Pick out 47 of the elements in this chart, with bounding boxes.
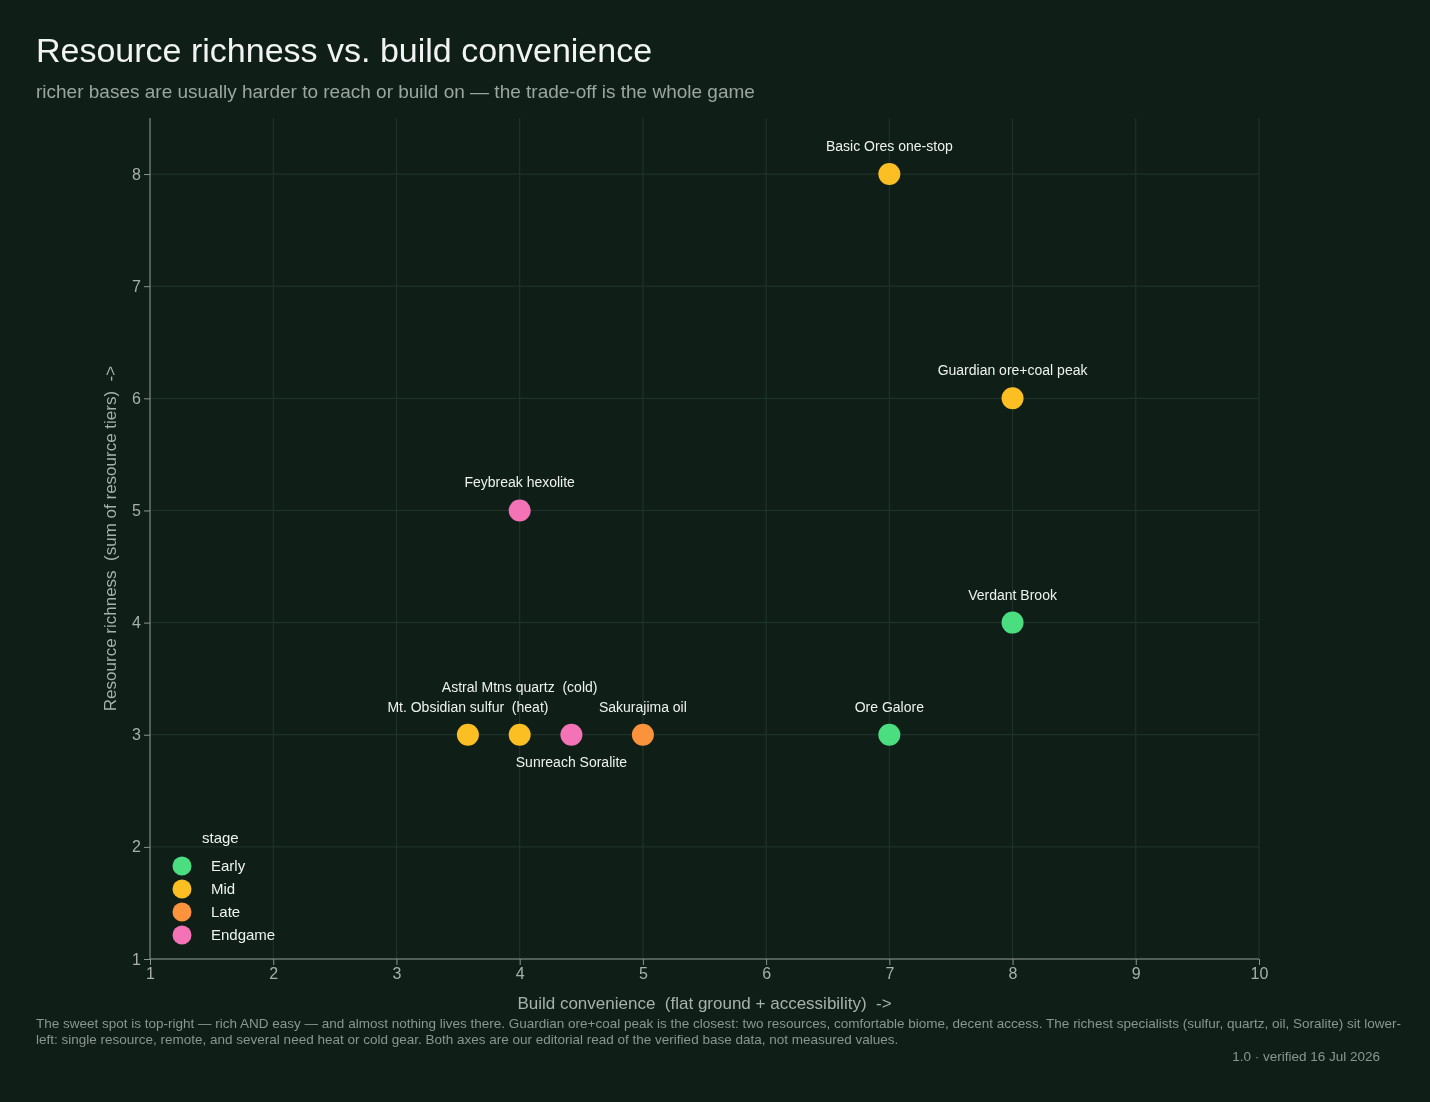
legend-label: Early	[211, 857, 246, 874]
x-tick-label: 10	[1250, 965, 1269, 983]
point	[631, 723, 654, 746]
point	[560, 723, 583, 746]
chart-title: Resource richness vs. build convenience	[36, 31, 653, 69]
y-tick-label: 4	[132, 614, 142, 632]
x-tick-label: 1	[146, 965, 156, 983]
x-tick-label: 9	[1131, 965, 1141, 983]
annotation: Verdant Brook	[968, 586, 1058, 603]
point	[878, 723, 901, 746]
x-tick-label: 7	[885, 965, 895, 983]
y-tick-label: 5	[132, 502, 142, 520]
y-tick-label: 8	[132, 165, 142, 183]
point	[508, 723, 531, 746]
legend-label: Late	[211, 903, 241, 920]
x-tick-label: 6	[762, 965, 772, 983]
annotation: Basic Ores one-stop	[825, 138, 953, 155]
y-tick-label: 7	[132, 277, 142, 295]
legend-title: stage	[202, 829, 239, 846]
x-tick-label: 2	[269, 965, 279, 983]
x-tick-label: 3	[392, 965, 402, 983]
y-tick-label: 1	[132, 950, 142, 968]
point	[508, 499, 531, 522]
annotation: Guardian ore+coal peak	[937, 362, 1089, 379]
y-tick-label: 2	[132, 838, 142, 856]
x-tick-label: 5	[638, 965, 648, 983]
y-tick-label: 3	[132, 726, 142, 744]
text: 1.0 · verified 16 Jul 2026	[1231, 1049, 1380, 1065]
x-tick-label: 8	[1008, 965, 1018, 983]
chart-subtitle: richer bases are usually harder to reach or build on — the trade-off is the whole game	[36, 81, 755, 102]
annotation: Sakurajima oil	[598, 698, 687, 715]
point	[878, 163, 901, 186]
x-tick-label: 4	[515, 965, 525, 983]
point	[1001, 611, 1024, 634]
y-tick-label: 6	[132, 389, 142, 407]
annotation: Astral Mtns quartz (cold)	[441, 678, 598, 695]
point	[456, 723, 479, 746]
legend-label: Mid	[211, 880, 236, 897]
annotation: Feybreak hexolite	[464, 474, 576, 491]
annotation: Mt. Obsidian sulfur (heat)	[387, 698, 549, 715]
point	[1001, 387, 1024, 410]
x-axis-title: Build convenience (flat ground + accessibility) ->	[517, 994, 892, 1013]
annotation: Sunreach Soralite	[515, 753, 628, 770]
legend-label: Endgame	[211, 926, 276, 943]
text: The sweet spot is top-right — rich AND easy — and almost nothing lives there. Guardian ore+coal peak is the closest: two resources, comfortable biome, decent access. The richest specialists (sulfur, quartz, oil, Soralite) sit lower-left: single resource, remote, and several need heat or cold gear. Both axes are our editorial read of the verified base data, not measured values.	[36, 1016, 1402, 1048]
y-axis-title: Resource richness (sum of resource tiers) ->	[101, 365, 120, 712]
annotation: Ore Galore	[854, 698, 925, 715]
